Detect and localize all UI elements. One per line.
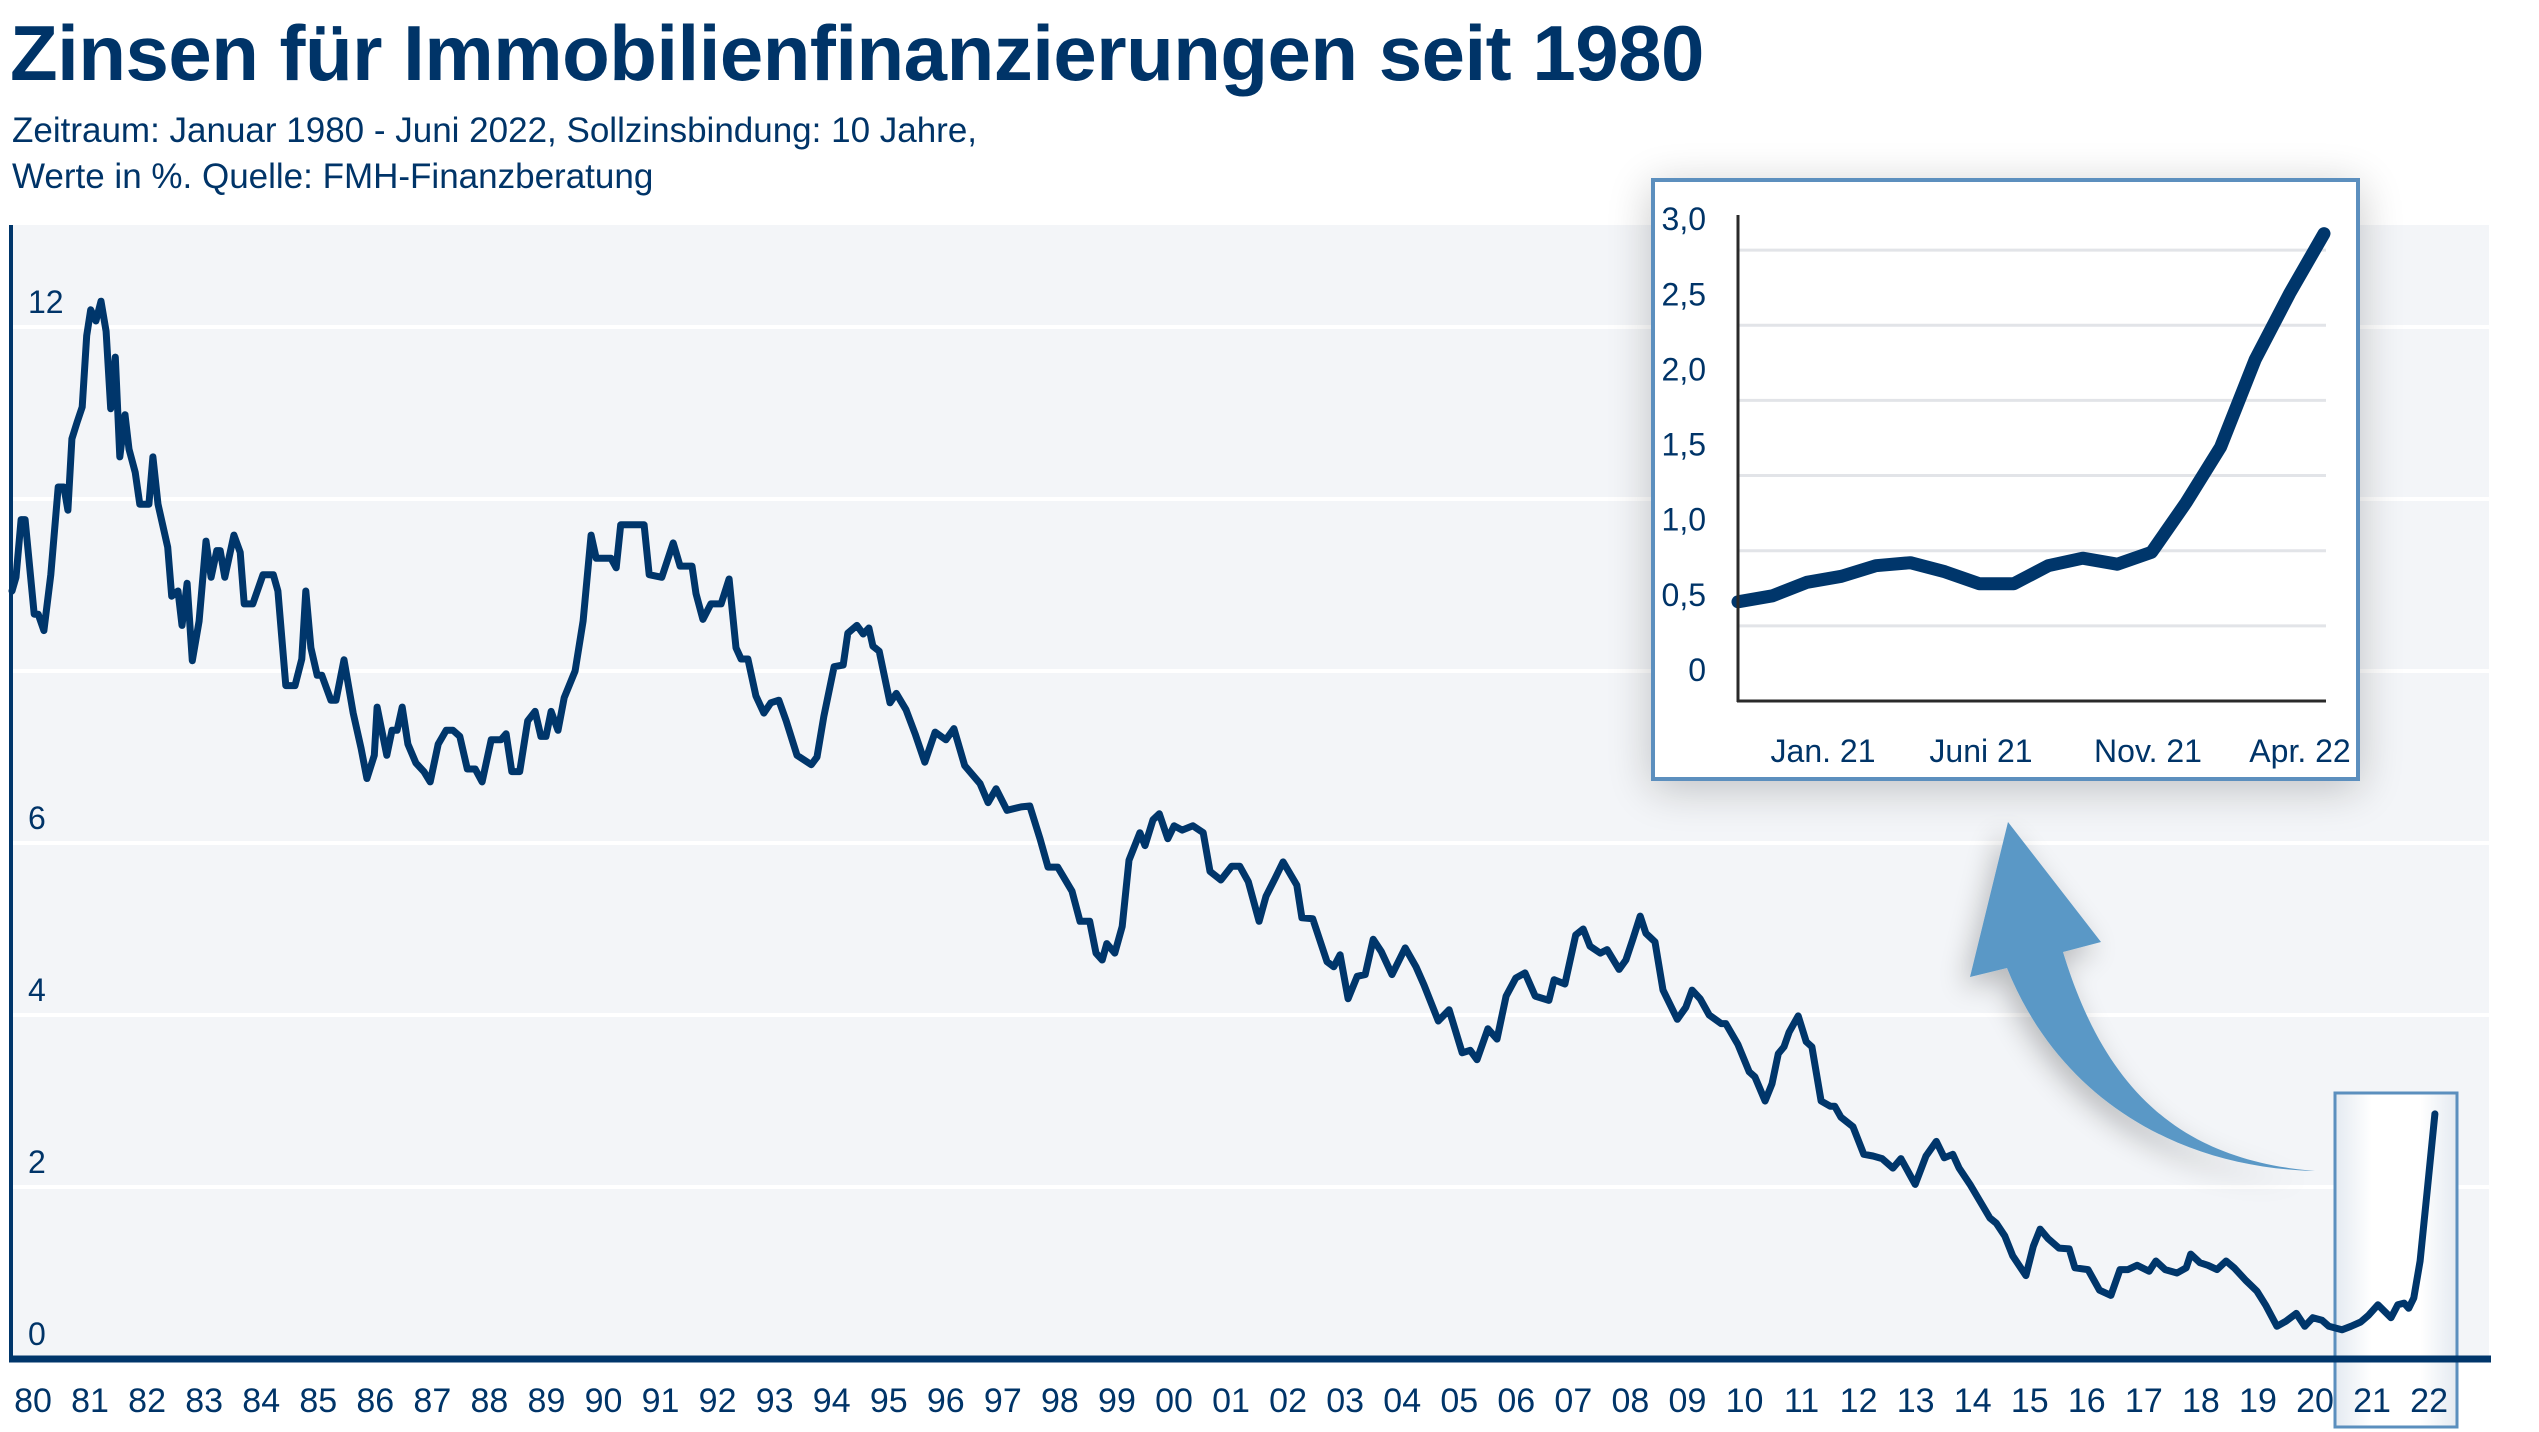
x-tick-label: 21 — [2353, 1382, 2391, 1420]
y-tick-label: 2 — [28, 1144, 46, 1180]
x-tick-label: 83 — [185, 1382, 223, 1420]
inset-y-axis-labels: 0 0,5 1,0 1,5 2,0 2,5 3,0 — [1662, 201, 1706, 688]
x-tick-label: 19 — [2239, 1382, 2277, 1420]
x-tick-label: 20 — [2296, 1382, 2334, 1420]
x-tick-label: 11 — [1784, 1382, 1819, 1420]
x-tick-label: 95 — [870, 1382, 908, 1420]
highlight-box-2021-2022 — [2333, 1091, 2459, 1429]
inset-x-tick-label: Apr. 22 — [2249, 733, 2350, 769]
x-tick-label: 04 — [1383, 1382, 1421, 1420]
x-tick-label: 08 — [1611, 1382, 1649, 1420]
x-tick-label: 99 — [1098, 1382, 1136, 1420]
chart-subtitle-line1: Zeitraum: Januar 1980 - Juni 2022, Sollz… — [12, 111, 978, 150]
x-tick-label: 12 — [1840, 1382, 1878, 1420]
x-tick-label: 94 — [813, 1382, 851, 1420]
inset-chart: 0 0,5 1,0 1,5 2,0 2,5 3,0 Jan. 21 Juni 21 Nov. 2… — [1651, 178, 2360, 781]
inset-series-line — [1731, 227, 2331, 609]
inset-y-tick-label: 0,5 — [1662, 577, 1706, 613]
x-tick-label: 13 — [1897, 1382, 1935, 1420]
x-tick-label: 03 — [1326, 1382, 1364, 1420]
inset-x-tick-label: Nov. 21 — [2094, 733, 2202, 769]
x-tick-label: 80 — [14, 1382, 52, 1420]
x-tick-label: 91 — [642, 1382, 680, 1420]
x-tick-label: 02 — [1269, 1382, 1307, 1420]
curved-arrow-up-left-icon — [1970, 822, 2315, 1171]
inset-gridlines — [1738, 248, 2326, 628]
inset-y-tick-label: 1,0 — [1662, 502, 1706, 538]
x-tick-label: 87 — [413, 1382, 451, 1420]
x-tick-label: 97 — [984, 1382, 1022, 1420]
x-tick-label: 18 — [2182, 1382, 2220, 1420]
x-tick-label: 88 — [470, 1382, 508, 1420]
x-tick-label: 16 — [2068, 1382, 2106, 1420]
x-tick-label: 05 — [1440, 1382, 1478, 1420]
x-tick-label: 01 — [1212, 1382, 1250, 1420]
chart-subtitle-line2: Werte in %. Quelle: FMH-Finanzberatung — [12, 157, 654, 196]
inset-y-tick-label: 2,5 — [1662, 276, 1706, 312]
x-tick-label: 86 — [356, 1382, 394, 1420]
inset-x-tick-label: Jan. 21 — [1771, 733, 1876, 769]
x-tick-label: 07 — [1554, 1382, 1592, 1420]
x-tick-label: 22 — [2410, 1382, 2448, 1420]
x-tick-label: 15 — [2011, 1382, 2049, 1420]
y-axis-labels: 0 2 4 6 12 — [28, 284, 64, 1352]
x-tick-label: 00 — [1155, 1382, 1193, 1420]
x-tick-label: 81 — [71, 1382, 109, 1420]
x-tick-label: 17 — [2125, 1382, 2163, 1420]
x-tick-label: 96 — [927, 1382, 965, 1420]
y-tick-label: 0 — [28, 1316, 46, 1352]
x-tick-label: 84 — [242, 1382, 280, 1420]
x-tick-label: 89 — [528, 1382, 566, 1420]
x-tick-label: 85 — [299, 1382, 337, 1420]
inset-y-tick-label: 3,0 — [1662, 201, 1706, 237]
x-tick-label: 98 — [1041, 1382, 1079, 1420]
inset-frame — [1651, 178, 2360, 781]
y-tick-label: 12 — [28, 284, 64, 320]
y-tick-label: 4 — [28, 972, 46, 1008]
inset-y-tick-label: 2,0 — [1662, 351, 1706, 387]
x-tick-label: 93 — [756, 1382, 794, 1420]
x-tick-label: 06 — [1497, 1382, 1535, 1420]
inset-y-tick-label: 0 — [1688, 652, 1706, 688]
main-series-line — [8, 297, 2439, 1334]
x-tick-label: 09 — [1669, 1382, 1707, 1420]
x-tick-label: 14 — [1954, 1382, 1992, 1420]
inset-y-tick-label: 1,5 — [1662, 427, 1706, 463]
x-tick-label: 10 — [1726, 1382, 1764, 1420]
chart-title: Zinsen für Immobilienfinanzierungen seit… — [10, 9, 1704, 97]
inset-x-axis-labels: Jan. 21 Juni 21 Nov. 21 Apr. 22 — [1771, 733, 2351, 769]
x-tick-label: 90 — [585, 1382, 623, 1420]
inset-x-tick-label: Juni 21 — [1929, 733, 2032, 769]
y-tick-label: 6 — [28, 800, 46, 836]
x-tick-label: 92 — [699, 1382, 737, 1420]
x-tick-label: 82 — [128, 1382, 166, 1420]
x-axis-labels: 80 81 82 83 84 85 86 87 88 89 90 91 92 93 94 95 96 97 98 99… — [14, 1382, 2448, 1420]
